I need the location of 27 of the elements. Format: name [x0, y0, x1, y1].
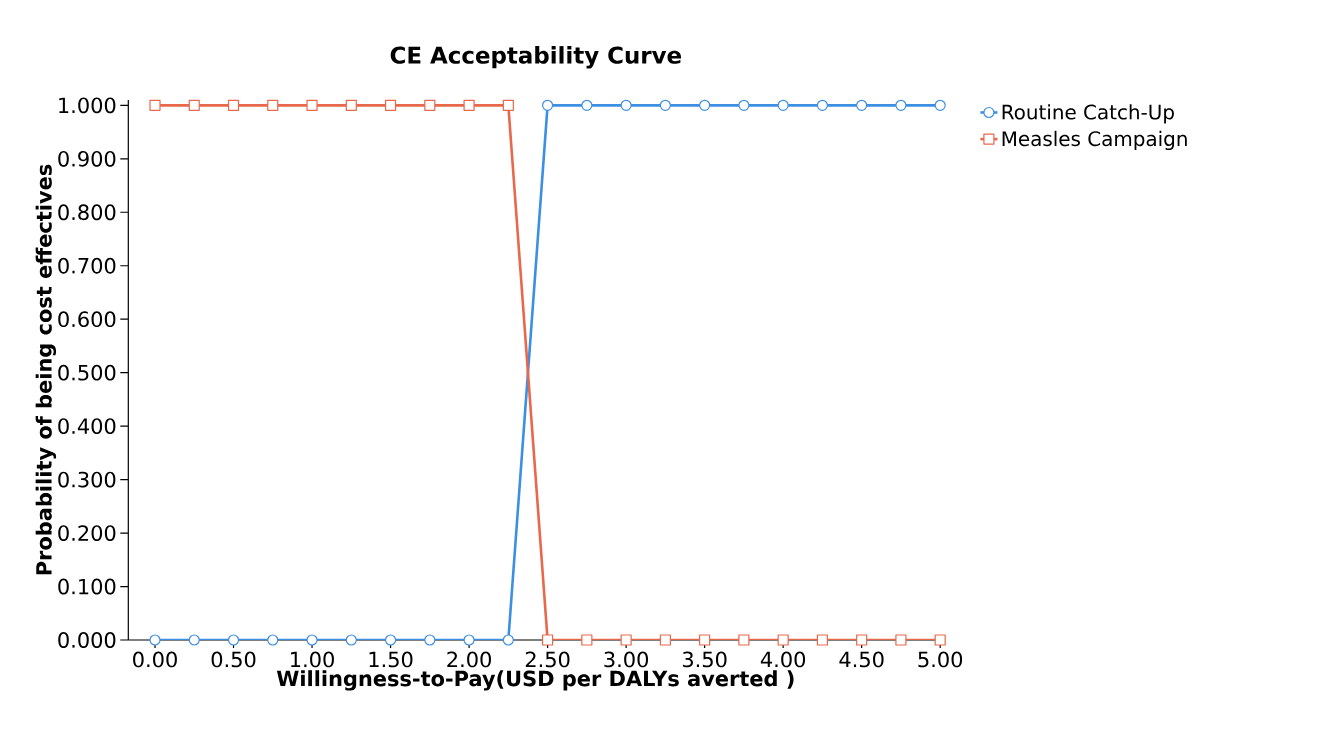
- y-tick-label: 0.800: [58, 204, 116, 221]
- x-tick-label: 1.50: [369, 651, 413, 668]
- y-tick-label: 0.200: [58, 525, 116, 541]
- y-tick-label: 0.300: [58, 471, 116, 488]
- chart-title: CE Acceptability Curve: [390, 46, 681, 69]
- y-tick-label: 0.000: [58, 632, 116, 648]
- y-tick-label: 0.500: [58, 364, 116, 381]
- legend-label: Routine Catch-Up: [1002, 104, 1174, 124]
- legend-label: Measles Campaign: [1002, 130, 1187, 151]
- y-tick-label: 0.100: [58, 578, 116, 595]
- x-tick-label: 4.00: [760, 651, 806, 668]
- y-axis-title: Probability of being cost effectives: [35, 164, 57, 575]
- y-tick-label: 0.700: [58, 257, 116, 274]
- x-tick-label: 0.50: [211, 651, 256, 668]
- y-tick-label: 0.900: [58, 150, 116, 167]
- x-tick-label: 2.50: [525, 651, 570, 668]
- x-tick-label: 5.00: [918, 651, 963, 668]
- x-tick-label: 4.50: [839, 651, 884, 668]
- y-tick-label: 0.400: [58, 418, 116, 435]
- y-tick-label: 1.000: [59, 97, 116, 114]
- x-tick-label: 3.00: [604, 651, 649, 668]
- x-tick-label: 3.50: [682, 651, 727, 668]
- y-tick-label: 0.600: [58, 311, 116, 328]
- x-tick-label: 0.00: [133, 651, 177, 668]
- x-tick-label: 1.00: [291, 651, 334, 668]
- x-tick-label: 2.00: [447, 651, 491, 668]
- x-axis-title: Willingness-to-Pay(USD per DALYs averted ): [276, 670, 794, 691]
